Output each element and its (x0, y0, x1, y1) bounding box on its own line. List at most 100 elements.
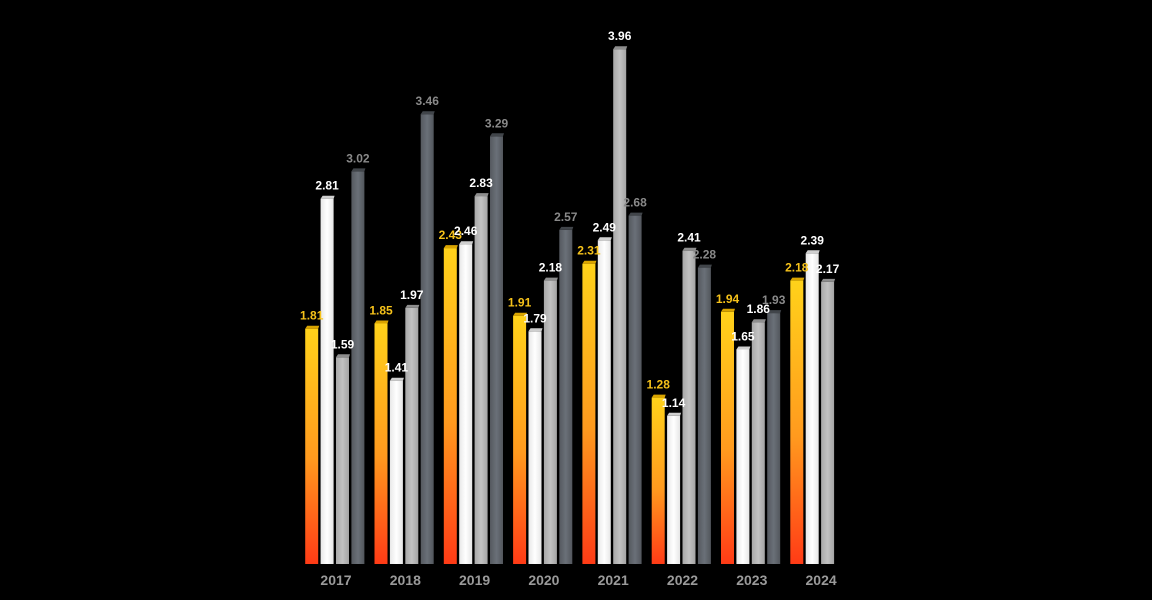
value-label-2019-series-3: 2.83 (469, 176, 493, 190)
bar-cap-2022-series-2 (667, 412, 682, 416)
bar-cap-2024-series-3 (821, 278, 836, 282)
bar-2023-series-4 (767, 313, 781, 564)
x-tick-label-2024: 2024 (806, 572, 837, 588)
value-label-2021-series-1: 2.31 (577, 244, 601, 258)
bar-cap-2020-series-3 (543, 277, 558, 281)
value-label-2022-series-1: 1.28 (647, 378, 671, 392)
bar-cap-2021-series-4 (628, 212, 643, 216)
bar-2020-series-4 (559, 229, 573, 564)
value-label-2022-series-3: 2.41 (677, 231, 701, 245)
bar-2019-series-1 (443, 248, 457, 564)
bar-2017-series-4 (351, 171, 365, 564)
bars-layer (305, 46, 836, 565)
bar-2022-series-3 (682, 250, 696, 564)
value-label-2018-series-3: 1.97 (400, 288, 424, 302)
bar-cap-2019-series-1 (443, 245, 458, 249)
bar-cap-2020-series-2 (528, 328, 543, 332)
bar-cap-2021-series-1 (582, 260, 597, 264)
bar-2023-series-1 (721, 311, 734, 564)
value-label-2020-series-4: 2.57 (554, 210, 578, 224)
bar-2019-series-2 (459, 244, 473, 564)
value-label-2019-series-2: 2.46 (454, 224, 478, 238)
bar-cap-2024-series-1 (790, 277, 805, 281)
value-label-2021-series-2: 2.49 (593, 220, 617, 234)
x-tick-label-2019: 2019 (459, 572, 490, 588)
bar-2021-series-3 (613, 49, 627, 564)
bar-2018-series-3 (405, 307, 419, 564)
value-label-2023-series-3: 1.86 (747, 302, 771, 316)
value-label-2022-series-4: 2.28 (693, 248, 717, 262)
bar-2020-series-1 (513, 315, 527, 564)
bar-2020-series-2 (528, 331, 542, 564)
bar-cap-2018-series-1 (374, 320, 389, 324)
bar-cap-2017-series-3 (336, 354, 350, 358)
value-label-2018-series-2: 1.41 (385, 361, 409, 375)
value-label-2017-series-1: 1.81 (300, 309, 324, 323)
value-label-2021-series-3: 3.96 (608, 29, 632, 43)
bar-2024-series-1 (790, 280, 804, 564)
value-label-2024-series-3: 2.17 (816, 262, 840, 276)
value-labels-layer: 1.81 2.81 1.59 3.02 1.85 1.41 1.97 3.46 2.432.46… (300, 29, 840, 410)
bar-cap-2024-series-2 (805, 250, 820, 254)
value-label-2020-series-3: 2.18 (539, 261, 563, 275)
bar-cap-2021-series-3 (613, 46, 628, 50)
bar-2021-series-4 (628, 215, 642, 564)
bar-cap-2021-series-2 (597, 237, 612, 241)
value-label-2023-series-4: 1.93 (762, 293, 786, 307)
bar-cap-2017-series-4 (351, 168, 366, 172)
value-label-2024-series-2: 2.39 (801, 233, 825, 247)
bar-2022-series-2 (667, 415, 681, 564)
bar-2022-series-1 (651, 397, 665, 564)
value-label-2018-series-1: 1.85 (369, 304, 393, 318)
value-label-2021-series-4: 2.68 (623, 196, 647, 210)
bar-2019-series-3 (474, 196, 488, 564)
value-label-2018-series-4: 3.46 (416, 94, 440, 108)
value-label-2023-series-1: 1.94 (716, 292, 740, 306)
bar-2024-series-3 (821, 281, 835, 564)
x-tick-label-2018: 2018 (390, 572, 421, 588)
bar-cap-2017-series-1 (305, 325, 320, 329)
x-tick-label-2021: 2021 (598, 572, 629, 588)
bar-cap-2018-series-2 (389, 377, 404, 381)
bar-2017-series-1 (305, 328, 319, 564)
bar-cap-2019-series-4 (490, 133, 504, 137)
value-label-2020-series-2: 1.79 (523, 311, 547, 325)
bar-2022-series-4 (697, 267, 711, 564)
value-label-2023-series-2: 1.65 (731, 330, 755, 344)
bar-cap-2020-series-1 (513, 312, 528, 316)
bar-2018-series-1 (374, 323, 388, 564)
value-label-2022-series-2: 1.14 (662, 396, 686, 410)
bar-2024-series-2 (805, 253, 819, 565)
bar-2021-series-1 (582, 263, 596, 564)
value-label-2019-series-4: 3.29 (485, 116, 509, 130)
bar-2020-series-3 (543, 280, 557, 564)
bar-cap-2019-series-2 (459, 241, 474, 245)
bar-2023-series-3 (751, 322, 765, 564)
x-tick-label-2022: 2022 (667, 572, 698, 588)
bar-cap-2018-series-4 (420, 111, 435, 115)
bar-2019-series-4 (490, 136, 503, 565)
bar-2018-series-4 (420, 114, 434, 564)
bar-2018-series-2 (389, 380, 403, 564)
x-tick-label-2020: 2020 (528, 572, 559, 588)
value-label-2017-series-4: 3.02 (346, 151, 370, 165)
value-label-2024-series-1: 2.18 (785, 261, 809, 275)
value-label-2020-series-1: 1.91 (508, 296, 532, 310)
bar-cap-2023-series-1 (721, 308, 735, 312)
bar-cap-2020-series-4 (559, 226, 574, 230)
bar-2021-series-2 (597, 240, 611, 565)
bar-cap-2017-series-2 (320, 195, 335, 199)
bar-2017-series-3 (336, 357, 349, 564)
value-label-2019-series-1: 2.43 (439, 228, 463, 242)
bar-cap-2022-series-4 (697, 264, 712, 268)
bar-cap-2022-series-1 (651, 394, 666, 398)
bar-cap-2022-series-3 (682, 247, 697, 251)
value-label-2017-series-3: 1.59 (331, 337, 355, 351)
bar-2017-series-2 (320, 198, 334, 564)
value-label-2017-series-2: 2.81 (315, 179, 339, 193)
x-tick-label-2023: 2023 (736, 572, 767, 588)
x-axis-ticks: 2017 2018 2019 2020 2021 2022 2023 2024 (320, 572, 836, 588)
bar-cap-2018-series-3 (405, 304, 420, 308)
bar-cap-2019-series-3 (474, 193, 489, 197)
